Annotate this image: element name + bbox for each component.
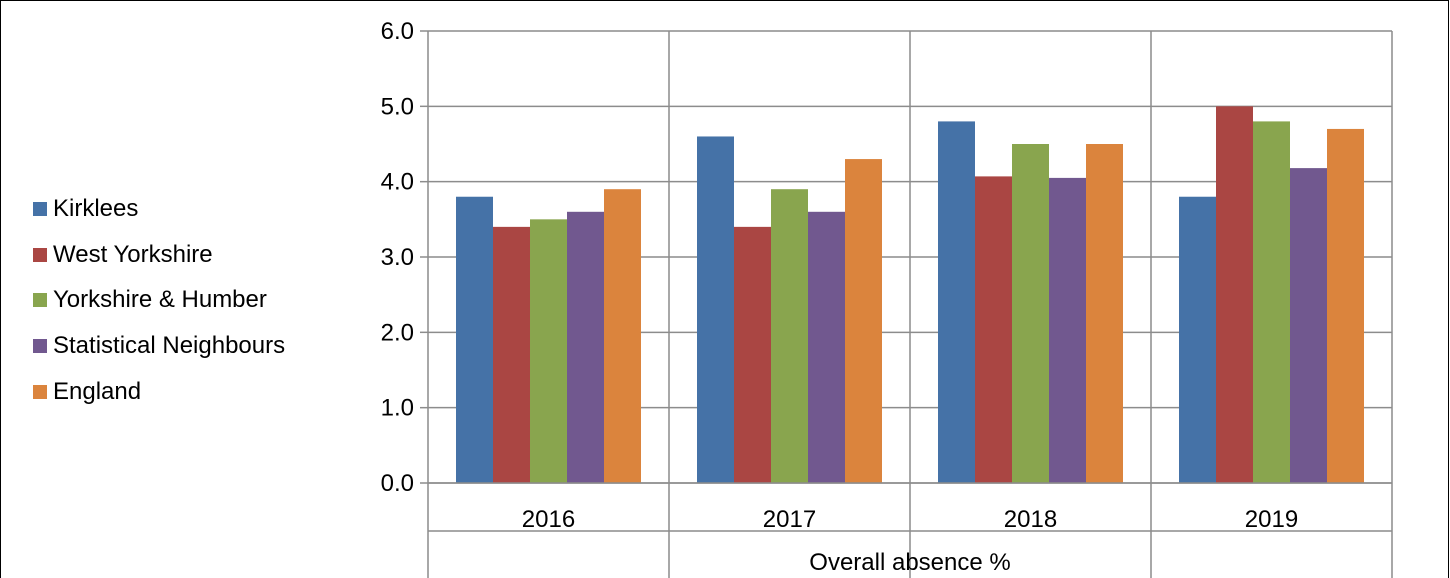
bar-statistical-neighbours-2017 bbox=[808, 211, 845, 484]
legend: Kirklees West Yorkshire Yorkshire & Humber… bbox=[33, 186, 285, 414]
bar-england-2018 bbox=[1086, 144, 1123, 483]
bar-west-yorkshire-2019 bbox=[1216, 106, 1253, 483]
bar-kirklees-2018 bbox=[938, 121, 975, 484]
x-axis-label: Overall absence % bbox=[809, 549, 1010, 576]
bar-england-2017 bbox=[845, 159, 882, 484]
bar-statistical-neighbours-2018 bbox=[1049, 177, 1086, 483]
legend-swatch bbox=[33, 384, 47, 399]
bar-england-2016 bbox=[604, 189, 641, 483]
x-tick-label: 2018 bbox=[1004, 506, 1057, 533]
bar-west-yorkshire-2017 bbox=[734, 226, 771, 483]
bar-kirklees-2016 bbox=[456, 196, 493, 483]
y-tick-label: 6.0 bbox=[381, 18, 414, 45]
bar-yorkshire-humber-2016 bbox=[530, 219, 567, 484]
legend-item: Kirklees bbox=[33, 186, 285, 232]
legend-swatch bbox=[33, 293, 47, 308]
legend-label: Statistical Neighbours bbox=[53, 331, 286, 359]
y-tick-label: 4.0 bbox=[381, 169, 414, 196]
bar-england-2019 bbox=[1327, 128, 1364, 483]
y-tick-label: 5.0 bbox=[381, 93, 414, 120]
bar-statistical-neighbours-2019 bbox=[1290, 168, 1327, 483]
y-tick-label: 0.0 bbox=[381, 470, 414, 497]
x-tick-label: 2017 bbox=[763, 506, 816, 533]
legend-label: Kirklees bbox=[53, 194, 139, 222]
bar-kirklees-2019 bbox=[1179, 196, 1216, 483]
legend-label: Yorkshire & Humber bbox=[53, 286, 267, 314]
x-tick-label: 2019 bbox=[1245, 506, 1298, 533]
bar-yorkshire-humber-2019 bbox=[1253, 121, 1290, 484]
x-tick-label: 2016 bbox=[522, 506, 575, 533]
legend-item: Statistical Neighbours bbox=[33, 323, 285, 369]
bar-kirklees-2017 bbox=[697, 136, 734, 483]
y-tick-label: 2.0 bbox=[381, 319, 414, 346]
y-tick-label: 1.0 bbox=[381, 395, 414, 422]
legend-label: West Yorkshire bbox=[53, 240, 213, 268]
legend-item: West Yorkshire bbox=[33, 232, 285, 278]
y-tick-label: 3.0 bbox=[381, 244, 414, 271]
legend-swatch bbox=[33, 247, 47, 262]
bar-yorkshire-humber-2017 bbox=[771, 189, 808, 483]
legend-swatch bbox=[33, 338, 47, 353]
legend-item: Yorkshire & Humber bbox=[33, 277, 285, 323]
legend-swatch bbox=[33, 201, 47, 216]
bar-west-yorkshire-2016 bbox=[493, 226, 530, 483]
bar-statistical-neighbours-2016 bbox=[567, 211, 604, 484]
bar-west-yorkshire-2018 bbox=[975, 176, 1012, 484]
bar-yorkshire-humber-2018 bbox=[1012, 144, 1049, 483]
legend-label: England bbox=[53, 377, 142, 405]
legend-item: England bbox=[33, 369, 285, 415]
